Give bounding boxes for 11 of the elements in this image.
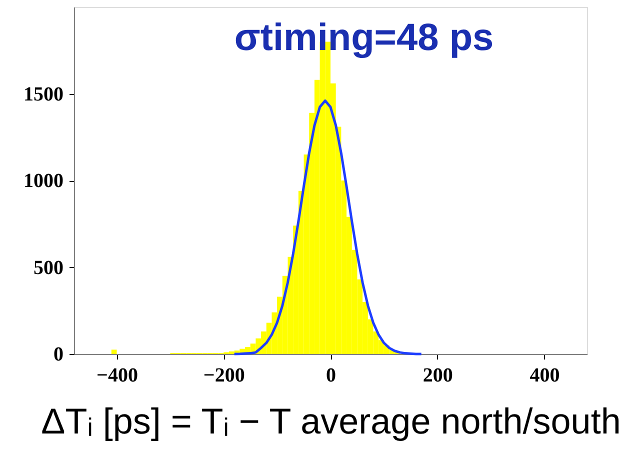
x-tick-label: 0 [326,364,336,386]
x-tick-label: 200 [422,364,453,386]
y-tick-label: 0 [54,344,64,366]
chart-title: σtiming=48 ps [234,17,494,59]
x-tick-label: 400 [530,364,560,386]
y-tick-label: 1000 [24,170,64,192]
y-tick-label: 1500 [24,83,64,106]
x-tick-label: −200 [203,364,245,386]
x-axis-title: ΔTᵢ [ps] = Tᵢ − T average north/south [41,400,621,442]
y-tick-label: 500 [34,256,64,279]
x-tick-label: −400 [96,364,138,386]
